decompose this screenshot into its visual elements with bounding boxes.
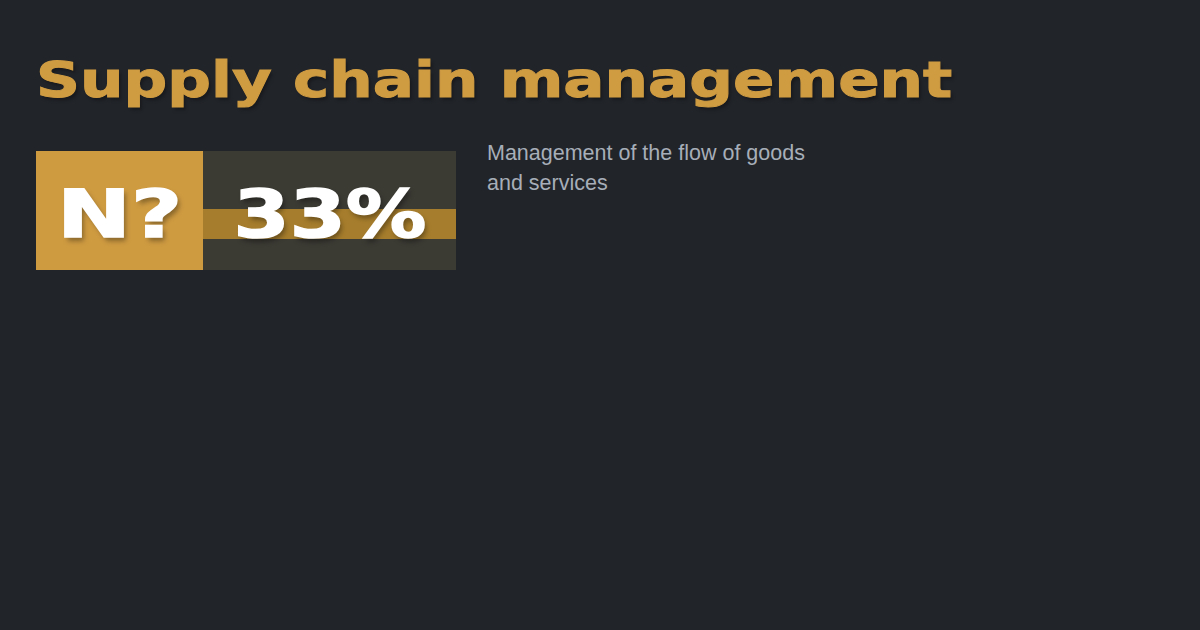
logo-tile: N?	[36, 151, 203, 270]
page-title: Supply chain management	[36, 55, 952, 105]
percent-value: 33%	[233, 182, 426, 248]
logo-text: N?	[57, 182, 182, 248]
subtitle-text: Management of the flow of goods and serv…	[487, 138, 805, 198]
percent-tile: 33%	[203, 151, 456, 270]
score-badge: N? 33%	[36, 151, 456, 270]
